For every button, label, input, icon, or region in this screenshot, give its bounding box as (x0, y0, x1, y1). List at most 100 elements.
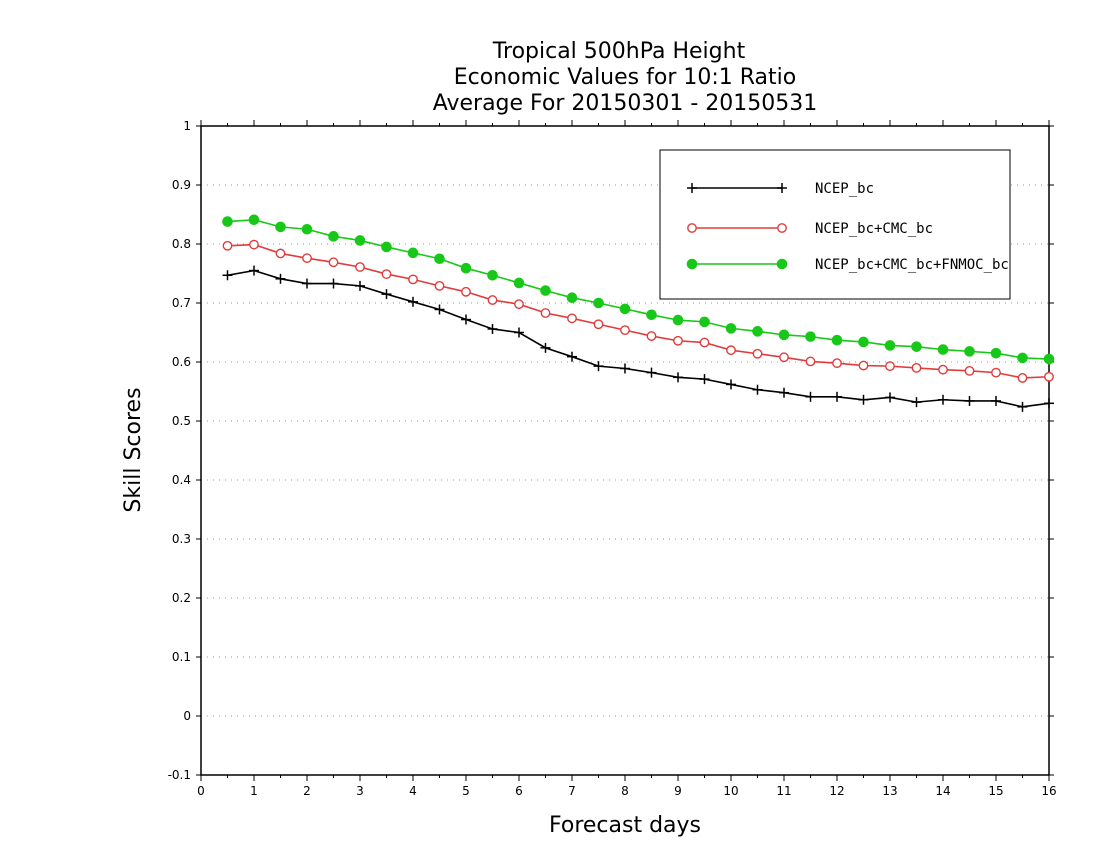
y-tick-label: 0.4 (172, 473, 191, 487)
data-point (885, 392, 895, 403)
data-point (911, 341, 922, 352)
x-tick-label: 14 (935, 784, 950, 798)
y-tick-label: 1 (183, 119, 191, 133)
data-point (222, 270, 233, 281)
data-point (778, 329, 790, 341)
data-point (354, 235, 366, 246)
data-point (911, 362, 922, 373)
data-point (911, 397, 922, 408)
data-point (779, 387, 789, 398)
data-point (249, 239, 259, 250)
data-point (885, 361, 895, 372)
data-point (620, 325, 630, 336)
data-point (938, 394, 948, 405)
data-point (461, 314, 471, 325)
data-point (408, 274, 418, 285)
data-point (434, 304, 445, 315)
legend-label: NCEP_bc (815, 181, 874, 197)
data-point (355, 280, 365, 291)
x-tick-label: 4 (409, 784, 417, 798)
data-point (991, 395, 1001, 406)
axis-ticks: -0.100.10.20.30.40.50.60.70.80.910 1 2 3 4 5 6… (168, 119, 1057, 798)
data-point (620, 363, 630, 374)
legend-marker (687, 223, 697, 233)
data-point (381, 289, 392, 300)
x-tick-label: 8 (621, 784, 629, 798)
series-1 (222, 239, 1054, 383)
legend-label: NCEP_bc+CMC_bc (815, 221, 933, 237)
data-point (937, 344, 949, 355)
data-point (487, 323, 498, 334)
legend-entry-1: NCEP_bc+CMC_bc (687, 221, 933, 237)
data-point (1017, 373, 1028, 383)
legend: NCEP_bc NCEP_bc+CMC_bc NCEP_bc+CMC_bc+FNMO… (659, 149, 1011, 300)
x-axis-label: Forecast days (549, 813, 701, 838)
y-tick-label: 0.1 (172, 650, 191, 664)
legend-marker (687, 183, 697, 193)
y-tick-label: 0.5 (172, 414, 191, 428)
data-point (1017, 401, 1028, 412)
x-tick-label: 7 (568, 784, 576, 798)
data-point (1043, 353, 1055, 365)
data-point (275, 221, 286, 233)
legend-label: NCEP_bc+CMC_bc+FNMOC_bc (815, 257, 1009, 273)
data-point (513, 277, 525, 289)
data-point (381, 269, 392, 279)
data-point (355, 262, 365, 272)
y-tick-label: 0.6 (172, 355, 191, 369)
data-point (990, 347, 1002, 359)
title-line-3: Average For 20150301 - 20150531 (433, 91, 818, 116)
data-point (673, 372, 683, 383)
series-line (227, 269, 1050, 408)
data-point (752, 326, 763, 337)
x-tick-label: 1 (250, 784, 258, 798)
data-point (540, 308, 551, 318)
data-point (964, 395, 975, 406)
data-point (858, 360, 869, 371)
data-point (514, 299, 524, 310)
y-tick-label: 0 (183, 709, 191, 723)
y-axis-label: Skill Scores (121, 387, 146, 512)
series-layer (222, 214, 1055, 412)
data-point (567, 351, 577, 362)
y-tick-label: -0.1 (168, 768, 191, 782)
legend-entry-0: NCEP_bc (687, 181, 874, 197)
data-point (328, 257, 339, 268)
data-point (726, 345, 736, 356)
data-point (646, 331, 657, 341)
x-tick-label: 0 (197, 784, 205, 798)
data-point (1044, 398, 1054, 409)
data-point (248, 214, 260, 226)
data-point (831, 334, 843, 346)
x-tick-label: 2 (303, 784, 311, 798)
data-point (991, 367, 1001, 378)
data-point (832, 358, 842, 369)
data-point (646, 367, 657, 378)
data-point (514, 327, 524, 338)
y-tick-label: 0.8 (172, 237, 191, 251)
y-tick-label: 0.9 (172, 178, 191, 192)
data-point (302, 278, 312, 289)
data-point (407, 247, 419, 259)
data-point (699, 337, 710, 348)
data-point (275, 248, 286, 259)
series-2 (222, 214, 1055, 365)
data-point (699, 374, 710, 385)
x-tick-label: 16 (1041, 784, 1056, 798)
data-point (673, 335, 683, 346)
data-point (726, 379, 736, 390)
legend-marker (686, 258, 698, 270)
series-0 (222, 265, 1054, 412)
data-point (249, 265, 259, 276)
x-tick-label: 13 (882, 784, 897, 798)
data-point (328, 231, 339, 242)
x-tick-label: 3 (356, 784, 364, 798)
x-tick-label: 10 (723, 784, 738, 798)
data-point (567, 313, 577, 324)
data-point (275, 273, 286, 284)
data-point (858, 394, 869, 405)
title-line-1: Tropical 500hPa Height (492, 39, 746, 64)
data-point (461, 286, 471, 297)
data-point (302, 253, 312, 264)
data-point (593, 361, 604, 372)
